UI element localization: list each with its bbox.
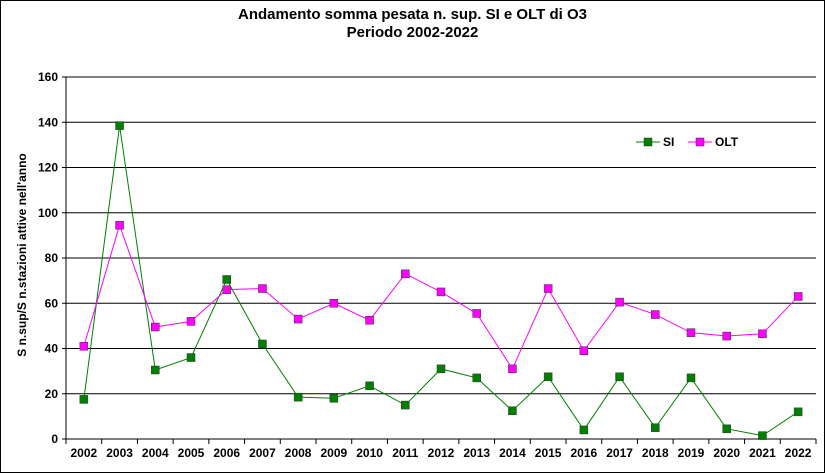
data-point-si	[401, 400, 410, 410]
data-point-si	[222, 275, 231, 284]
series-line-si	[83, 125, 799, 437]
series-line-olt	[83, 223, 799, 370]
data-point-si	[79, 395, 89, 404]
data-point-si	[722, 424, 731, 434]
x-tick-label: 2005	[178, 446, 205, 460]
data-point-si	[686, 373, 696, 383]
data-point-olt	[722, 331, 731, 341]
x-tick-label: 2002	[71, 446, 98, 460]
x-tick-label: 2018	[642, 446, 669, 460]
data-point-olt	[115, 220, 124, 230]
data-point-si	[186, 353, 196, 362]
x-tick-label: 2011	[392, 446, 418, 460]
x-tick-label: 2020	[713, 446, 740, 460]
data-point-si	[579, 425, 589, 435]
legend-label-si: SI	[663, 135, 674, 149]
y-tick-label: 60	[45, 296, 59, 310]
x-tick-label: 2022	[785, 446, 812, 460]
data-point-si	[651, 423, 660, 432]
data-point-olt	[329, 299, 339, 308]
x-tick-label: 2021	[749, 446, 776, 460]
legend-marker-si	[643, 137, 653, 147]
data-point-si	[329, 394, 339, 403]
y-tick-label: 100	[38, 206, 58, 220]
data-point-olt	[222, 285, 231, 294]
data-point-si	[365, 381, 374, 391]
x-tick-label: 2009	[321, 446, 348, 460]
chart-title: Andamento somma pesata n. sup. SI e OLT …	[238, 6, 587, 23]
data-point-olt	[758, 329, 767, 339]
x-tick-label: 2012	[428, 446, 455, 460]
data-point-si	[508, 406, 517, 415]
y-tick-label: 160	[38, 70, 58, 84]
data-point-si	[758, 431, 767, 440]
data-point-olt	[293, 314, 303, 324]
data-point-olt	[579, 346, 589, 356]
x-tick-label: 2013	[463, 446, 490, 460]
data-point-olt	[543, 284, 553, 293]
y-tick-label: 0	[51, 432, 58, 446]
data-point-olt	[508, 364, 517, 374]
x-tick-label: 2003	[106, 446, 133, 460]
data-point-si	[793, 407, 803, 417]
x-tick-label: 2017	[606, 446, 633, 460]
data-point-olt	[615, 297, 624, 307]
data-point-si	[615, 372, 624, 382]
data-point-olt	[686, 328, 696, 337]
x-tick-label: 2015	[535, 446, 562, 460]
data-point-olt	[79, 341, 89, 351]
data-point-si	[151, 365, 160, 375]
y-tick-label: 120	[38, 161, 58, 175]
y-tick-label: 40	[45, 342, 59, 356]
chart-subtitle: Periodo 2002-2022	[346, 24, 479, 41]
x-tick-label: 2004	[142, 446, 169, 460]
x-tick-label: 2010	[356, 446, 383, 460]
legend-marker-olt	[695, 137, 705, 147]
data-point-olt	[151, 322, 160, 332]
data-point-si	[543, 372, 553, 382]
x-tick-label: 2019	[678, 446, 705, 460]
data-point-olt	[472, 309, 481, 318]
data-point-si	[436, 364, 446, 374]
data-point-olt	[186, 317, 196, 326]
y-tick-label: 20	[45, 387, 59, 401]
x-tick-label: 2016	[571, 446, 598, 460]
y-tick-label: 140	[38, 115, 58, 129]
data-point-si	[115, 121, 124, 130]
data-point-olt	[258, 284, 267, 293]
data-point-olt	[401, 269, 410, 279]
x-tick-label: 2008	[285, 446, 312, 460]
data-point-si	[258, 339, 267, 349]
data-point-si	[472, 373, 481, 383]
x-tick-label: 2006	[213, 446, 240, 460]
data-point-olt	[365, 315, 374, 325]
x-tick-label: 2014	[499, 446, 526, 460]
legend-label-olt: OLT	[715, 135, 739, 149]
data-point-olt	[436, 287, 446, 297]
x-tick-label: 2007	[249, 446, 276, 460]
data-point-olt	[651, 310, 660, 319]
data-point-si	[293, 392, 303, 402]
data-point-olt	[793, 292, 803, 301]
y-tick-label: 80	[45, 251, 59, 265]
